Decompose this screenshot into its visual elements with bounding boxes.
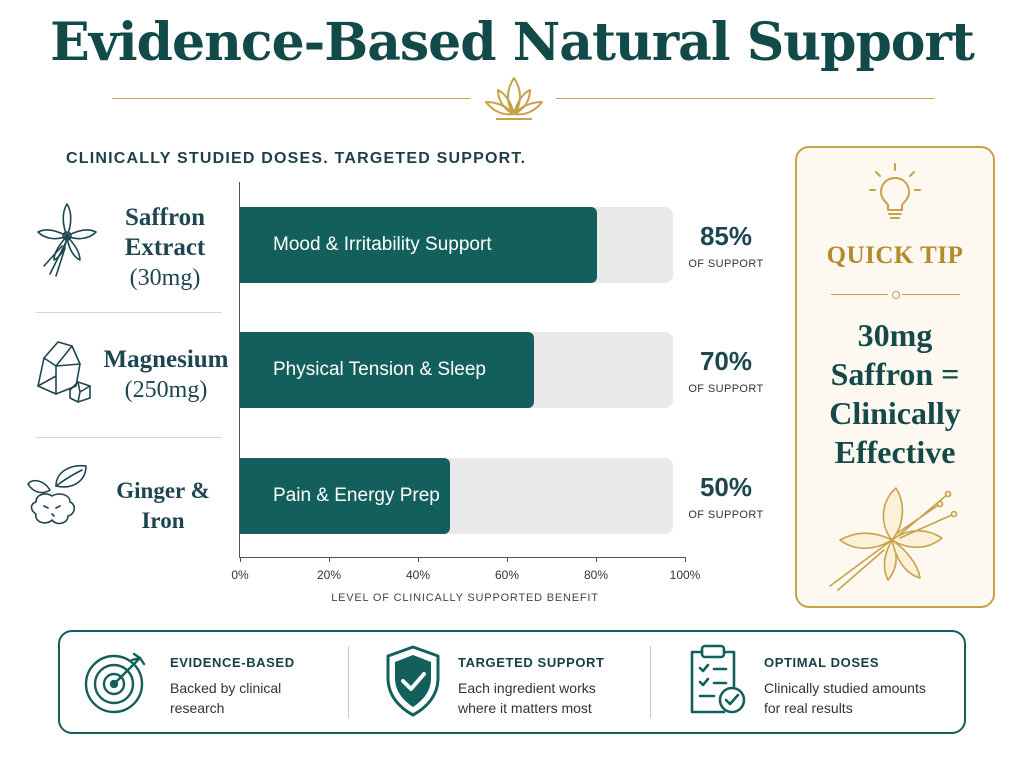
- feature-title: TARGETED SUPPORT: [458, 655, 605, 670]
- x-tick-label: 20%: [316, 568, 342, 582]
- tip-divider-left: [831, 294, 888, 295]
- bar-category-label: Physical Tension & Sleep: [273, 359, 486, 380]
- feature-desc-line: Clinically studied amounts: [764, 680, 926, 696]
- x-tick-mark: [240, 557, 241, 562]
- x-tick-label: 0%: [231, 568, 249, 582]
- tip-line: Clinically: [829, 395, 961, 431]
- bar-category-label: Mood & Irritability Support: [273, 234, 492, 255]
- feature-title: OPTIMAL DOSES: [764, 655, 880, 670]
- ingredient-name: Ginger & Iron: [116, 478, 210, 533]
- feature-divider: [348, 646, 349, 718]
- ingredient-name: Extract: [124, 234, 206, 261]
- bar-value-label: 70%: [699, 346, 753, 376]
- feature-description: Backed by clinical research: [170, 678, 350, 718]
- feature-desc-line: where it matters most: [458, 700, 592, 716]
- ingredient-ginger-iron: Ginger & Iron: [96, 476, 230, 536]
- x-tick-mark: [507, 557, 508, 562]
- bar-value-sublabel: OF SUPPORT: [688, 383, 764, 395]
- x-axis-title: LEVEL OF CLINICALLY SUPPORTED BENEFIT: [331, 592, 599, 604]
- ingredient-dose: (250mg): [124, 377, 208, 403]
- feature-desc-line: Each ingredient works: [458, 680, 596, 696]
- x-tick-mark: [596, 557, 597, 562]
- x-tick-mark: [418, 557, 419, 562]
- ginger-root-icon: [27, 464, 87, 525]
- bar-category-label: Pain & Energy Prep: [273, 485, 440, 506]
- y-axis-line: [239, 182, 240, 558]
- bar-value-sublabel: OF SUPPORT: [688, 509, 764, 521]
- feature-description: Clinically studied amounts for real resu…: [764, 678, 944, 718]
- x-axis-line: [239, 557, 685, 558]
- ingredient-magnesium: Magnesium (250mg): [96, 345, 236, 405]
- x-tick-label: 40%: [405, 568, 431, 582]
- bar: [240, 332, 534, 408]
- shield-check-icon: [386, 645, 440, 717]
- quick-tip-text: 30mg Saffron = Clinically Effective: [795, 316, 995, 472]
- ingredient-dose: (30mg): [129, 265, 201, 291]
- ingredient-separator: [36, 312, 222, 313]
- feature-description: Each ingredient works where it matters m…: [458, 678, 638, 718]
- ingredient-name: Saffron: [124, 204, 206, 231]
- page-title: Evidence-Based Natural Support: [50, 12, 975, 73]
- bar: [240, 207, 597, 283]
- tip-divider-right: [902, 294, 960, 295]
- mineral-rock-icon: [37, 341, 91, 403]
- section-subtitle: CLINICALLY STUDIED DOSES. TARGETED SUPPO…: [66, 150, 527, 167]
- clipboard-check-icon: [690, 644, 746, 714]
- x-tick-label: 60%: [494, 568, 520, 582]
- tip-line: 30mg: [857, 317, 933, 353]
- ingredient-name: Magnesium: [103, 346, 229, 373]
- x-tick-mark: [329, 557, 330, 562]
- feature-desc-line: for real results: [764, 700, 853, 716]
- bar: [240, 458, 450, 534]
- tip-line: Effective: [834, 434, 956, 470]
- ingredient-saffron: Saffron Extract (30mg): [100, 203, 230, 293]
- saffron-flower-illustration: [829, 487, 958, 591]
- tip-line: Saffron =: [830, 356, 960, 392]
- ingredient-separator: [36, 437, 222, 438]
- title-divider-right: [556, 98, 934, 99]
- features-panel: [58, 630, 966, 734]
- lightbulb-icon: [869, 163, 921, 219]
- lotus-icon: [485, 77, 543, 120]
- target-icon: [84, 652, 146, 714]
- feature-divider: [650, 646, 651, 718]
- quick-tip-title: QUICK TIP: [826, 242, 964, 269]
- feature-desc-line: research: [170, 700, 225, 716]
- title-divider-left: [112, 98, 470, 99]
- saffron-flower-icon: [37, 203, 97, 277]
- bar-value-label: 85%: [699, 221, 753, 251]
- bar-value-label: 50%: [699, 472, 753, 502]
- x-tick-label: 80%: [583, 568, 609, 582]
- x-tick-mark: [685, 557, 686, 562]
- x-tick-label: 100%: [669, 568, 701, 582]
- bar-value-sublabel: OF SUPPORT: [688, 258, 764, 270]
- feature-desc-line: Backed by clinical: [170, 680, 282, 696]
- tip-divider-dot: [892, 291, 900, 299]
- feature-title: EVIDENCE-BASED: [170, 655, 295, 670]
